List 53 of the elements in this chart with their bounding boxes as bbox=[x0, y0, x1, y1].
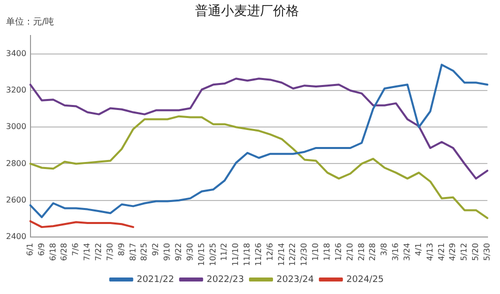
x-tick-label: 9/22 bbox=[174, 242, 183, 261]
x-tick-label: 6/18 bbox=[48, 242, 58, 261]
legend-label: 2024/25 bbox=[346, 274, 384, 285]
x-tick-label: 5/30 bbox=[482, 242, 492, 261]
chart-title: 普通小麦进厂价格 bbox=[195, 3, 299, 20]
x-tick-label: 4/13 bbox=[425, 242, 434, 261]
y-tick-label: 3200 bbox=[6, 86, 26, 95]
x-tick-label: 4/29 bbox=[448, 242, 458, 261]
legend-label: 2023/24 bbox=[276, 274, 314, 285]
y-tick-label: 2400 bbox=[6, 232, 26, 242]
x-tick-label: 11/26 bbox=[254, 242, 263, 266]
x-tick-label: 7/30 bbox=[105, 242, 114, 261]
y-tick-label: 3400 bbox=[6, 48, 26, 58]
x-tick-label: 6/1 bbox=[25, 242, 34, 256]
x-tick-label: 12/30 bbox=[300, 242, 309, 266]
x-tick-label: 3/8 bbox=[380, 242, 389, 256]
legend-label: 2022/23 bbox=[206, 274, 244, 285]
x-tick-label: 10/25 bbox=[208, 242, 218, 266]
x-tick-label: 10/15 bbox=[196, 242, 206, 266]
x-tick-label: 4/21 bbox=[436, 242, 446, 261]
x-tick-label: 12/6 bbox=[265, 242, 274, 261]
x-tick-label: 2/18 bbox=[356, 242, 366, 261]
x-tick-label: 6/9 bbox=[36, 242, 46, 256]
x-tick-label: 11/10 bbox=[231, 242, 240, 266]
x-tick-label: 1/18 bbox=[322, 242, 332, 261]
y-tick-label: 3000 bbox=[6, 122, 26, 132]
y-axis-title: 单位：元/吨 bbox=[6, 16, 54, 28]
x-tick-label: 11/18 bbox=[242, 242, 252, 266]
x-tick-label: 8/9 bbox=[116, 242, 126, 256]
x-tick-label: 12/14 bbox=[276, 242, 286, 266]
x-tick-label: 1/10 bbox=[311, 242, 320, 261]
x-tick-label: 9/10 bbox=[162, 242, 172, 261]
x-tick-label: 11/2 bbox=[220, 242, 229, 261]
x-tick-label: 9/2 bbox=[151, 242, 160, 256]
x-tick-label: 4/1 bbox=[414, 242, 423, 256]
x-tick-label: 8/25 bbox=[140, 242, 149, 261]
x-tick-label: 1/26 bbox=[334, 242, 343, 261]
x-tick-label: 12/22 bbox=[288, 242, 298, 266]
x-tick-label: 7/22 bbox=[94, 242, 103, 261]
y-tick-label: 2800 bbox=[6, 158, 26, 168]
x-tick-label: 2/28 bbox=[368, 242, 378, 261]
x-tick-label: 7/6 bbox=[71, 242, 80, 256]
x-tick-label: 3/24 bbox=[402, 242, 412, 261]
x-tick-label: 2/10 bbox=[345, 242, 354, 261]
x-tick-label: 3/16 bbox=[391, 242, 400, 261]
x-tick-label: 6/28 bbox=[60, 242, 69, 261]
x-tick-label: 7/14 bbox=[82, 242, 92, 261]
legend-label: 2021/22 bbox=[136, 274, 174, 285]
x-tick-label: 8/17 bbox=[128, 242, 138, 261]
y-tick-label: 2600 bbox=[6, 195, 26, 204]
x-tick-label: 5/20 bbox=[471, 242, 480, 261]
x-tick-label: 9/30 bbox=[185, 242, 194, 261]
x-tick-label: 5/12 bbox=[460, 242, 469, 261]
